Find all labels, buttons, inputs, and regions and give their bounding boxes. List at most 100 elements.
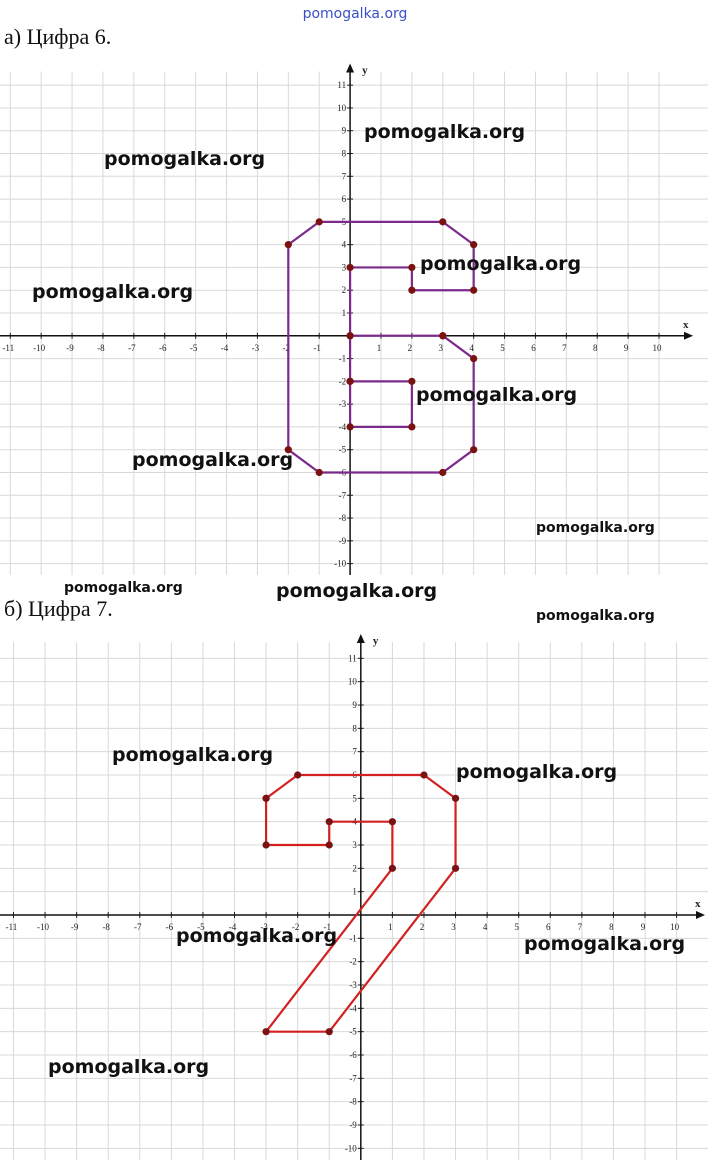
vertex-point <box>346 263 354 272</box>
x-tick-label: -1 <box>313 343 321 353</box>
x-tick-label: -8 <box>97 343 105 353</box>
x-arrow <box>684 331 693 340</box>
figure-title: б) Цифра 7. <box>4 596 113 621</box>
x-tick-label: 2 <box>408 343 413 353</box>
vertex-point <box>408 263 416 272</box>
y-tick-label: -7 <box>349 1073 357 1083</box>
watermark: pomogalka.org <box>524 933 685 955</box>
watermark: pomogalka.org <box>112 744 273 766</box>
vertex-point <box>325 841 333 849</box>
y-tick-label: -1 <box>339 354 347 364</box>
vertex-point <box>346 377 354 385</box>
x-tick-label: 4 <box>469 343 474 353</box>
vertex-point <box>451 794 460 802</box>
x-tick-label: -3 <box>260 922 268 932</box>
vertex-point <box>470 286 478 294</box>
y-arrow <box>356 634 365 643</box>
vertex-point <box>439 468 447 477</box>
vertex-point <box>315 218 323 226</box>
y-tick-label: -2 <box>349 957 357 967</box>
y-tick-label: 2 <box>352 863 357 873</box>
x-axis-label: x <box>683 319 689 331</box>
y-axis-label: y <box>362 65 368 77</box>
watermark: pomogalka.org <box>416 384 577 406</box>
y-tick-label: -9 <box>349 1120 357 1130</box>
x-tick-label: -4 <box>229 922 237 932</box>
y-tick-label: 7 <box>352 747 357 757</box>
header-link: pomogalka.org <box>303 6 408 22</box>
x-tick-label: -5 <box>190 343 198 353</box>
x-tick-label: 9 <box>641 922 646 932</box>
vertex-point <box>262 841 270 849</box>
x-tick-label: -4 <box>221 343 229 353</box>
y-tick-label: 1 <box>352 887 357 897</box>
y-tick-label: 1 <box>342 308 347 318</box>
vertex-point <box>315 468 323 477</box>
x-tick-label: 1 <box>388 922 393 932</box>
x-tick-label: -11 <box>2 343 14 353</box>
y-tick-label: -5 <box>349 1027 357 1037</box>
x-tick-label: 6 <box>531 343 536 353</box>
x-tick-label: -9 <box>71 922 79 932</box>
vertex-point <box>325 818 333 826</box>
vertex-point <box>346 332 354 340</box>
x-tick-label: 8 <box>609 922 614 932</box>
x-tick-label: 5 <box>514 922 519 932</box>
y-tick-label: -8 <box>339 513 347 523</box>
x-tick-label: -2 <box>283 343 291 353</box>
y-tick-label: 7 <box>342 171 347 181</box>
x-tick-label: 2 <box>420 922 425 932</box>
vertex-point <box>262 1028 270 1036</box>
watermark: pomogalka.org <box>456 761 617 783</box>
x-tick-label: 4 <box>483 922 488 932</box>
x-tick-label: 10 <box>653 343 663 353</box>
y-axis-label: y <box>373 635 379 647</box>
vertex-point <box>388 818 396 826</box>
y-tick-label: -3 <box>349 980 357 990</box>
vertex-point <box>470 241 478 249</box>
watermark: pomogalka.org <box>64 580 183 596</box>
watermark: pomogalka.org <box>276 580 437 602</box>
y-tick-label: -6 <box>349 1050 357 1060</box>
y-tick-label: 6 <box>342 194 347 204</box>
watermark: pomogalka.org <box>132 449 293 471</box>
x-tick-label: 6 <box>546 922 551 932</box>
vertex-point <box>408 423 416 431</box>
x-tick-label: 10 <box>670 922 680 932</box>
watermark: pomogalka.org <box>536 520 655 536</box>
y-tick-label: 9 <box>352 700 357 710</box>
x-tick-label: 9 <box>624 343 629 353</box>
figure-line <box>287 220 475 474</box>
y-tick-label: -10 <box>345 1143 357 1153</box>
x-tick-label: -7 <box>134 922 142 932</box>
x-tick-label: -2 <box>292 922 300 932</box>
x-tick-label: -8 <box>102 922 110 932</box>
x-tick-label: 1 <box>377 343 382 353</box>
x-axis-label: x <box>695 898 701 910</box>
watermark: pomogalka.org <box>104 148 265 170</box>
y-tick-label: -9 <box>339 536 347 546</box>
x-tick-label: 3 <box>451 922 456 932</box>
vertex-point <box>439 332 447 340</box>
y-tick-label: -4 <box>339 422 347 432</box>
x-tick-label: -1 <box>323 922 331 932</box>
y-tick-label: 9 <box>342 126 347 136</box>
y-arrow <box>346 63 355 73</box>
y-tick-label: 5 <box>352 793 357 803</box>
vertex-point <box>439 218 447 226</box>
watermark: pomogalka.org <box>536 608 655 624</box>
x-tick-label: -9 <box>66 343 74 353</box>
vertex-point <box>420 771 428 779</box>
watermark: pomogalka.org <box>176 925 337 947</box>
y-tick-label: 11 <box>337 80 346 90</box>
x-tick-label: -10 <box>37 922 49 932</box>
watermark: pomogalka.org <box>32 281 193 303</box>
y-tick-label: -7 <box>339 490 347 500</box>
figure-title: а) Цифра 6. <box>4 24 111 49</box>
y-tick-label: 4 <box>342 240 347 250</box>
x-tick-label: -10 <box>33 343 45 353</box>
x-tick-label: 8 <box>593 343 598 353</box>
watermark: pomogalka.org <box>420 253 581 275</box>
vertex-point <box>294 771 302 779</box>
vertex-point <box>284 241 292 249</box>
